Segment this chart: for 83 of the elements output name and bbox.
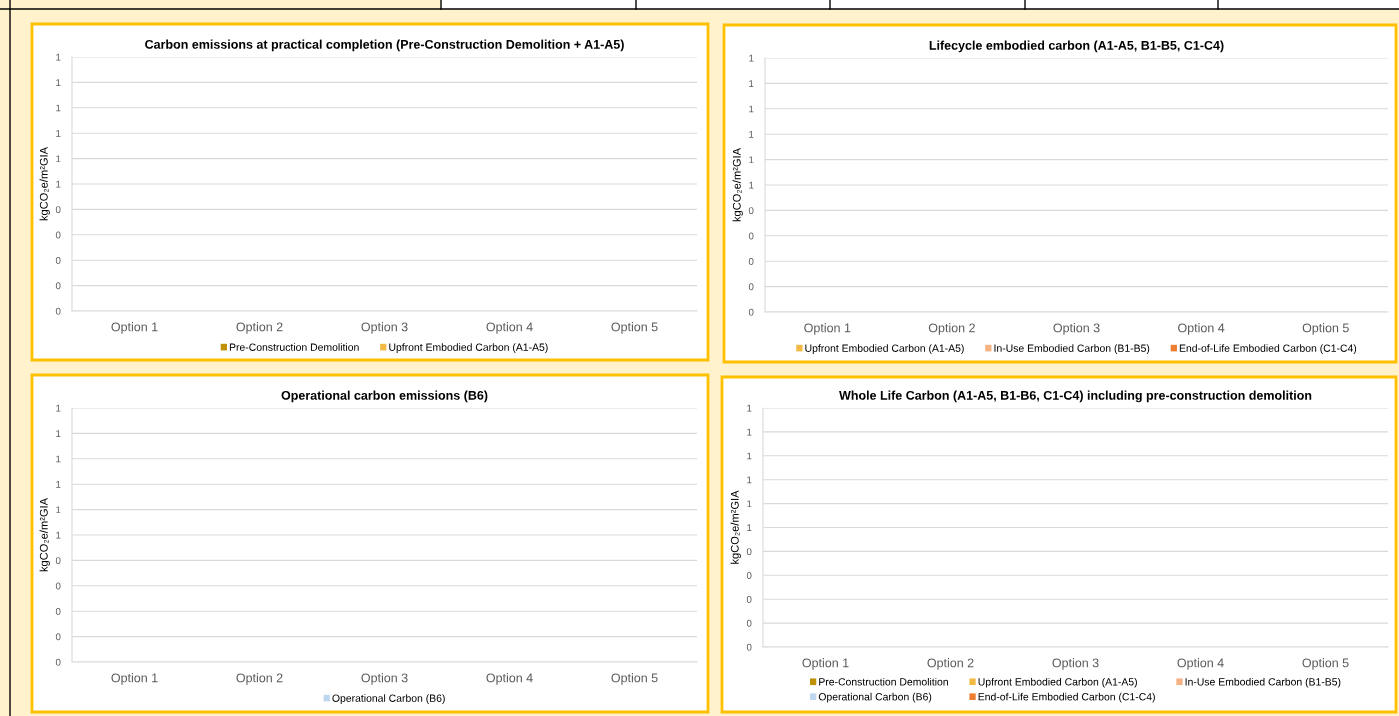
y-tick-label: 1 <box>747 476 752 484</box>
legend-label: Operational Carbon (B6) <box>818 692 932 703</box>
legend-label: Upfront Embodied Carbon (A1-A5) <box>978 677 1137 688</box>
legend-label: In-Use Embodied Carbon (B1-B5) <box>994 344 1150 354</box>
x-tick-label: Option 5 <box>611 322 658 334</box>
chart-title: Carbon emissions at practical completion (Pre-Construction Demolition + A1-A5) <box>145 39 624 52</box>
y-axis-title: kgCO₂e/m²GIA <box>39 146 50 221</box>
legend-label: Upfront Embodied Carbon (A1-A5) <box>389 343 548 353</box>
y-tick-label: 0 <box>748 283 754 291</box>
y-tick-label: 1 <box>56 404 61 412</box>
y-tick-label: 1 <box>56 455 61 463</box>
y-tick-label: 0 <box>748 308 754 316</box>
y-tick-label: 1 <box>749 156 754 164</box>
y-tick-label: 1 <box>56 506 61 514</box>
y-tick-label: 0 <box>55 282 61 290</box>
y-tick-label: 1 <box>56 155 61 163</box>
y-tick-label: 0 <box>55 231 61 239</box>
x-tick-label: Option 1 <box>802 658 849 670</box>
y-tick-label: 1 <box>747 404 752 412</box>
y-tick-label: 1 <box>749 181 754 189</box>
y-tick-label: 1 <box>747 524 752 532</box>
y-tick-label: 1 <box>56 481 61 488</box>
x-tick-label: Option 2 <box>236 322 283 334</box>
x-tick-label: Option 1 <box>111 322 158 334</box>
x-tick-label: Option 1 <box>111 673 158 685</box>
y-tick-label: 1 <box>56 130 61 137</box>
y-tick-label: 1 <box>56 79 61 86</box>
y-tick-label: 1 <box>56 531 61 539</box>
y-tick-label: 0 <box>55 256 61 264</box>
y-axis-title: kgCO₂e/m²GIA <box>732 147 743 222</box>
x-tick-label: Option 4 <box>486 322 533 334</box>
legend-label: Operational Carbon (B6) <box>332 694 445 704</box>
x-tick-label: Option 3 <box>361 322 408 334</box>
x-tick-label: Option 5 <box>611 673 658 685</box>
y-tick-label: 0 <box>746 595 752 603</box>
y-tick-label: 1 <box>747 500 752 508</box>
y-tick-label: 1 <box>749 80 754 87</box>
y-tick-label: 1 <box>749 131 754 138</box>
x-tick-label: Option 5 <box>1302 658 1349 670</box>
y-tick-label: 0 <box>55 607 61 615</box>
x-tick-label: Option 1 <box>804 323 851 335</box>
y-tick-label: 0 <box>748 257 754 265</box>
chart-title: Lifecycle embodied carbon (A1-A5, B1-B5, C1-C4) <box>929 40 1224 53</box>
y-tick-label: 1 <box>56 180 61 188</box>
x-tick-label: Option 4 <box>486 673 533 685</box>
legend-label: In-Use Embodied Carbon (B1-B5) <box>1185 677 1341 688</box>
y-tick-label: 0 <box>746 548 752 556</box>
legend-label: Pre-Construction Demolition <box>229 343 359 351</box>
chart-title: Whole Life Carbon (A1-A5, B1-B6, C1-C4) including pre-construction demolition <box>839 390 1312 403</box>
y-tick-label: 0 <box>746 643 752 651</box>
y-tick-label: 0 <box>55 307 61 315</box>
x-tick-label: Option 5 <box>1302 323 1349 335</box>
legend-label: End-of-Life Embodied Carbon (C1-C4) <box>1179 344 1357 354</box>
legend-label: End-of-Life Embodied Carbon (C1-C4) <box>978 692 1155 703</box>
legend-label: Pre-Construction Demolition <box>819 677 948 686</box>
legend-label: Upfront Embodied Carbon (A1-A5) <box>805 344 964 354</box>
x-tick-label: Option 3 <box>361 673 408 685</box>
y-tick-label: 0 <box>746 572 752 579</box>
y-tick-label: 1 <box>749 54 754 62</box>
y-tick-label: 1 <box>747 452 752 460</box>
x-tick-label: Option 3 <box>1053 323 1100 335</box>
y-tick-label: 0 <box>55 557 61 565</box>
x-tick-label: Option 4 <box>1177 658 1224 670</box>
y-tick-label: 0 <box>748 207 754 215</box>
y-axis-title: kgCO₂e/m²GIA <box>39 497 50 572</box>
y-tick-label: 0 <box>55 658 61 666</box>
chart-title: Operational carbon emissions (B6) <box>281 390 488 403</box>
y-tick-label: 1 <box>749 105 754 113</box>
x-tick-label: Option 2 <box>928 323 975 335</box>
y-tick-label: 1 <box>56 104 61 112</box>
y-tick-label: 1 <box>747 428 752 436</box>
y-tick-label: 0 <box>55 582 61 590</box>
y-axis-title: kgCO₂e/m²GIA <box>730 490 741 564</box>
y-tick-label: 0 <box>55 633 61 641</box>
y-tick-label: 0 <box>748 232 754 240</box>
x-tick-label: Option 2 <box>927 658 974 670</box>
x-tick-label: Option 2 <box>236 673 283 685</box>
y-tick-label: 1 <box>56 430 61 437</box>
x-tick-label: Option 4 <box>1178 323 1225 335</box>
x-tick-label: Option 3 <box>1052 658 1099 670</box>
y-tick-label: 0 <box>746 619 752 627</box>
y-tick-label: 0 <box>55 206 61 214</box>
y-tick-label: 1 <box>56 53 61 61</box>
